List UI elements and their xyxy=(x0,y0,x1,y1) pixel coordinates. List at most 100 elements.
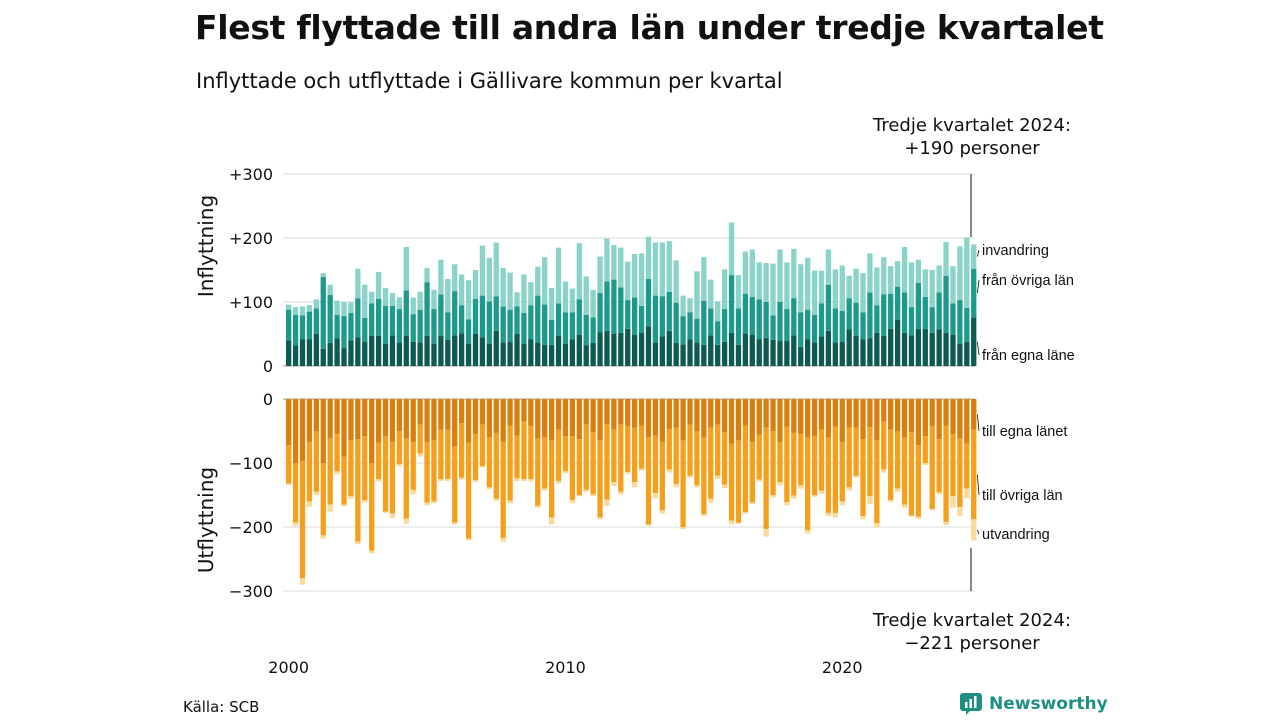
outflow-bar-segment xyxy=(735,399,742,441)
outflow-bar-segment xyxy=(770,399,776,431)
inflow-bar-segment xyxy=(701,257,707,301)
inflow-bar-segment xyxy=(535,266,541,296)
outflow-bar-segment xyxy=(818,490,825,494)
outflow-bar-segment xyxy=(632,427,638,483)
outflow-bar-segment xyxy=(715,475,721,479)
inflow-bar-segment xyxy=(694,271,700,319)
inflow-bar-segment xyxy=(659,336,665,366)
inflow-bar-segment xyxy=(486,257,492,302)
inflow-bar-segment xyxy=(839,310,845,342)
inflow-bar-segment xyxy=(943,275,949,333)
outflow-bar-segment xyxy=(894,431,901,489)
outflow-bar-segment xyxy=(313,491,319,495)
inflow-bar-segment xyxy=(355,337,361,366)
inflow-bar-segment xyxy=(396,342,403,366)
outflow-bar-segment xyxy=(701,514,707,517)
x-tick-label: 2010 xyxy=(545,658,586,677)
outflow-bar-segment xyxy=(548,440,555,518)
outflow-bar-segment xyxy=(652,493,659,499)
inflow-bar-segment xyxy=(514,334,520,366)
series-label-leader xyxy=(976,249,980,257)
outflow-bar-segment xyxy=(479,466,486,468)
inflow-bar-segment xyxy=(860,312,866,340)
inflow-bar-segment xyxy=(459,305,465,334)
inflow-bar-segment xyxy=(555,303,562,336)
inflow-bar-segment xyxy=(770,339,776,366)
inflow-bar-segment xyxy=(569,312,576,340)
outflow-bar-segment xyxy=(680,399,686,441)
top-bars xyxy=(286,222,977,366)
series-label-leader xyxy=(976,341,980,356)
outflow-bar-segment xyxy=(431,399,437,441)
outflow-bar-segment xyxy=(728,443,735,521)
outflow-bar-segment xyxy=(382,511,389,513)
outflow-bar-segment xyxy=(742,425,749,513)
inflow-bar-segment xyxy=(313,334,319,366)
outflow-bar-segment xyxy=(535,399,541,439)
inflow-bar-segment xyxy=(583,314,589,346)
outflow-bar-segment xyxy=(860,399,866,440)
outflow-bar-segment xyxy=(659,510,665,514)
outflow-bar-segment xyxy=(486,487,492,490)
outflow-bar-segment xyxy=(410,399,416,442)
outflow-bar-segment xyxy=(715,399,721,425)
outflow-bar-segment xyxy=(625,425,631,472)
x-tick-label: 2020 xyxy=(822,658,863,677)
outflow-bar-segment xyxy=(424,399,430,442)
inflow-bar-segment xyxy=(528,305,534,340)
inflow-bar-segment xyxy=(348,340,354,366)
outflow-bar-segment xyxy=(777,399,783,442)
bottom-y-tick-label: −200 xyxy=(229,518,273,537)
brand-logo: Newsworthy xyxy=(960,693,1108,715)
outflow-bar-segment xyxy=(417,453,423,457)
inflow-bar-segment xyxy=(431,343,437,366)
inflow-bar-segment xyxy=(535,342,541,366)
bottom-panel: 0 −100 −200 −300 Utflyttning xyxy=(194,390,977,601)
inflow-bar-segment xyxy=(299,315,306,340)
outflow-bar-segment xyxy=(590,494,596,497)
inflow-bar-segment xyxy=(894,319,901,366)
outflow-bar-segment xyxy=(341,456,347,505)
inflow-bar-segment xyxy=(735,308,742,345)
outflow-bar-segment xyxy=(818,399,825,430)
outflow-bar-segment xyxy=(777,482,783,486)
inflow-bar-segment xyxy=(459,333,465,366)
inflow-bar-segment xyxy=(465,280,472,320)
inflow-bar-segment xyxy=(687,312,693,340)
top-y-axis-title: Inflyttning xyxy=(194,195,218,297)
inflow-bar-segment xyxy=(811,342,818,366)
outflow-bar-segment xyxy=(396,431,403,465)
outflow-bar-segment xyxy=(334,471,340,475)
inflow-bar-segment xyxy=(618,287,624,333)
inflow-bar-segment xyxy=(791,248,797,299)
inflow-bar-segment xyxy=(715,301,721,322)
outflow-bar-segment xyxy=(638,425,645,469)
inflow-bar-segment xyxy=(784,309,790,342)
inflow-bar-segment xyxy=(562,343,569,366)
inflow-bar-segment xyxy=(832,308,838,343)
outflow-bar-segment xyxy=(604,424,610,500)
top-y-tick-label: 0 xyxy=(263,357,273,376)
inflow-bar-segment xyxy=(438,335,444,366)
outflow-bar-segment xyxy=(901,399,908,438)
outflow-bar-segment xyxy=(583,489,589,492)
inflow-bar-segment xyxy=(888,328,894,366)
latest-annotation-bottom: Tredje kvartalet 2024: −221 personer xyxy=(872,548,1071,654)
outflow-bar-segment xyxy=(929,509,935,511)
outflow-bar-segment xyxy=(832,512,838,518)
inflow-bar-segment xyxy=(666,241,672,292)
inflow-bar-segment xyxy=(424,282,430,336)
outflow-bar-segment xyxy=(756,434,762,480)
series-label-leader xyxy=(976,474,980,496)
inflow-bar-segment xyxy=(846,298,852,330)
outflow-bar-segment xyxy=(839,501,845,506)
inflow-bar-segment xyxy=(486,343,492,366)
inflow-bar-segment xyxy=(632,254,638,298)
outflow-bar-segment xyxy=(645,524,652,526)
outflow-bar-segment xyxy=(805,530,811,534)
inflow-bar-segment xyxy=(479,245,486,296)
inflow-bar-segment xyxy=(846,275,852,299)
outflow-bar-segment xyxy=(327,438,333,505)
outflow-bar-segment xyxy=(486,399,492,438)
top-panel: 0 +100 +200 +300 Inflyttning xyxy=(194,165,977,376)
